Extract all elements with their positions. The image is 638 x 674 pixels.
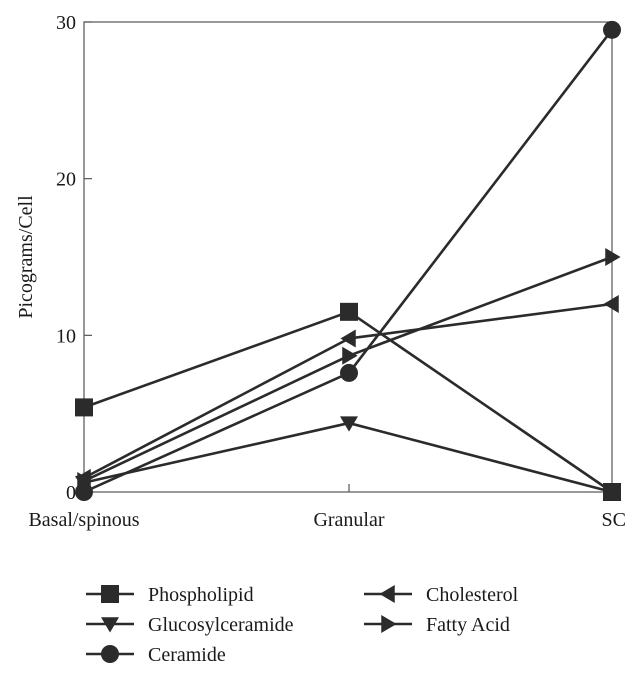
series-phospholipid xyxy=(75,302,621,501)
legend-item-ceramide: Ceramide xyxy=(86,644,226,666)
y-tick-label: 0 xyxy=(66,482,76,504)
legend: Phospholipid Glucosylceramide Ceramide Chol… xyxy=(86,584,519,666)
y-axis: 0 10 20 30 xyxy=(56,12,92,504)
y-tick-label: 20 xyxy=(56,169,76,191)
data-point-square xyxy=(75,398,93,417)
x-axis: Basal/spinous Granular SC xyxy=(28,484,626,531)
data-point-triangle-right xyxy=(342,346,358,365)
legend-marker-triangle-left xyxy=(379,585,395,603)
legend-item-cholesterol: Cholesterol xyxy=(364,584,519,606)
x-tick-label: Basal/spinous xyxy=(28,509,139,531)
legend-label: Cholesterol xyxy=(426,584,519,606)
legend-item-fatty-acid: Fatty Acid xyxy=(364,614,510,636)
x-tick-label: Granular xyxy=(313,509,384,531)
legend-label: Ceramide xyxy=(148,644,226,666)
legend-marker-triangle-down xyxy=(101,617,119,633)
data-point-square xyxy=(340,302,358,321)
x-tick-label: SC xyxy=(602,509,626,531)
data-point-triangle-right xyxy=(605,248,621,266)
y-tick-label: 10 xyxy=(56,325,76,347)
data-point-triangle-right xyxy=(77,472,93,491)
legend-marker-circle xyxy=(101,645,119,663)
data-point-triangle-down xyxy=(603,485,621,501)
series-fatty-acid xyxy=(77,248,621,491)
series-line xyxy=(83,302,613,480)
data-point-triangle-left xyxy=(340,329,356,348)
legend-marker-square xyxy=(101,585,119,603)
data-point-triangle-down xyxy=(340,416,358,432)
legend-item-glucosylceramide: Glucosylceramide xyxy=(86,614,294,636)
legend-label: Phospholipid xyxy=(148,584,254,606)
legend-label: Fatty Acid xyxy=(426,614,510,636)
data-point-triangle-left xyxy=(603,295,619,313)
y-tick-label: 30 xyxy=(56,12,76,34)
legend-marker-triangle-right xyxy=(381,615,397,633)
y-axis-title: Picograms/Cell xyxy=(15,195,37,319)
series-layer xyxy=(75,20,621,501)
data-point-circle xyxy=(603,20,621,39)
legend-item-phospholipid: Phospholipid xyxy=(86,584,254,606)
legend-label: Glucosylceramide xyxy=(148,614,294,636)
data-point-circle xyxy=(340,363,358,382)
